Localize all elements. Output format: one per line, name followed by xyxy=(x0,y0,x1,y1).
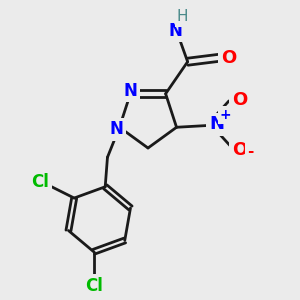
Text: Cl: Cl xyxy=(85,277,103,295)
Text: Cl: Cl xyxy=(31,173,49,191)
Text: -: - xyxy=(247,144,254,159)
Text: N: N xyxy=(123,82,137,100)
Text: N: N xyxy=(110,120,123,138)
Text: N: N xyxy=(209,115,224,133)
Text: O: O xyxy=(221,49,236,67)
Text: N: N xyxy=(169,22,183,40)
Text: O: O xyxy=(232,91,247,109)
Text: H: H xyxy=(177,9,188,24)
Text: +: + xyxy=(220,108,231,122)
Text: O: O xyxy=(232,141,247,159)
